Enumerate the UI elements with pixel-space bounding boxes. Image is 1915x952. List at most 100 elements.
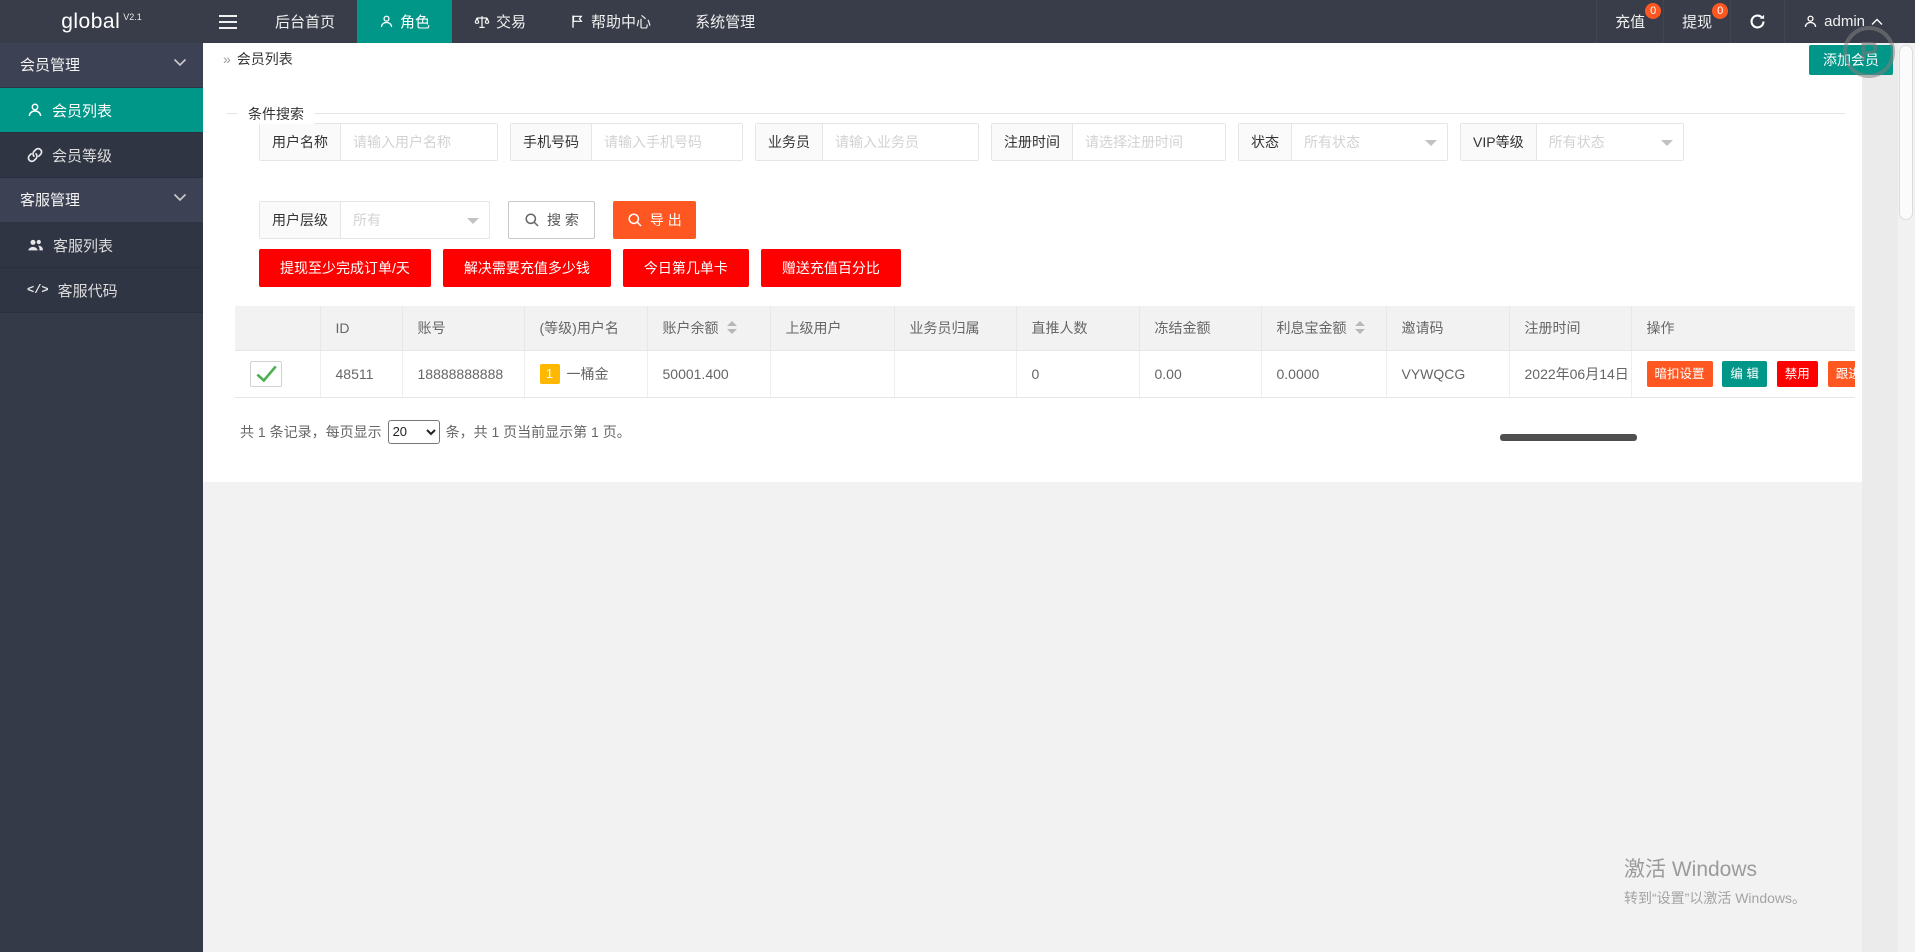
nav-right: 充值 0 提现 0 admin: [1596, 0, 1901, 43]
col-balance: 账户余额: [647, 306, 771, 351]
vertical-scrollbar[interactable]: [1898, 43, 1915, 952]
scales-icon: [474, 14, 490, 30]
search-legend: 条件搜索: [238, 104, 314, 124]
cell-invite-code: VYWQCG: [1386, 350, 1510, 398]
sort-icon[interactable]: [1354, 321, 1365, 335]
sidebar-item-member-list[interactable]: 会员列表: [0, 88, 203, 133]
sidebar: 会员管理 会员列表 会员等级 客服管理 客服列表 </> 客服代码: [0, 43, 203, 952]
register-time-input[interactable]: [1073, 124, 1225, 160]
cell-salesman: [894, 350, 1017, 398]
chevron-up-icon: [1871, 18, 1883, 26]
edit-button[interactable]: 编 辑: [1722, 360, 1767, 387]
person-icon: [379, 14, 394, 29]
search-button[interactable]: 搜 索: [508, 201, 595, 239]
regtime-field-group: 注册时间: [991, 123, 1226, 161]
phone-input[interactable]: [592, 124, 742, 160]
username: admin: [1824, 13, 1865, 30]
col-actions: 操作: [1631, 306, 1855, 351]
flag-icon: [570, 14, 585, 29]
col-level-username: (等级)用户名: [524, 306, 648, 351]
app-logo: global V2.1: [0, 0, 203, 43]
level-badge: 1: [539, 363, 560, 384]
pagination-prefix: 共 1 条记录，每页显示: [240, 423, 382, 440]
nav-item-system[interactable]: 系统管理: [695, 14, 756, 31]
search-row-1: 用户名称 手机号码 业务员 注册时间: [259, 123, 1845, 161]
export-button[interactable]: 导 出: [612, 201, 696, 239]
col-checkbox: [235, 306, 321, 351]
sidebar-group-service[interactable]: 客服管理: [0, 178, 203, 223]
col-account: 账号: [402, 306, 525, 351]
breadcrumb: » 会员列表: [203, 43, 1862, 76]
search-icon: [627, 212, 643, 228]
nav-item-role[interactable]: 角色: [357, 0, 453, 43]
member-list-card: 条件搜索 用户名称 手机号码 业务员 注册时间: [203, 104, 1862, 519]
add-member-button[interactable]: 添加会员: [1809, 45, 1893, 75]
withdraw-link[interactable]: 提现 0: [1663, 0, 1730, 43]
sidebar-group-members[interactable]: 会员管理: [0, 43, 203, 88]
pagination: 共 1 条记录，每页显示 20 条，共 1 页当前显示第 1 页。: [240, 419, 1862, 444]
sort-icon[interactable]: [726, 321, 737, 335]
nav-item-home[interactable]: 后台首页: [275, 14, 336, 31]
dropdown-arrow-icon: [1425, 140, 1437, 146]
cell-frozen: 0.00: [1139, 350, 1262, 398]
users-icon: [27, 237, 44, 253]
refresh-icon[interactable]: [1730, 0, 1784, 43]
person-icon: [27, 102, 43, 118]
search-row-2: 用户层级 所有 搜 索: [259, 201, 1845, 239]
vip-level-select[interactable]: 所有状态: [1537, 124, 1683, 160]
cell-balance: 50001.400: [647, 350, 771, 398]
pagination-suffix: 条，共 1 页当前显示第 1 页。: [445, 423, 631, 440]
today-order-card-button[interactable]: 今日第几单卡: [622, 249, 749, 287]
sidebar-item-service-list[interactable]: 客服列表: [0, 223, 203, 268]
col-frozen: 冻结金额: [1139, 306, 1262, 351]
col-salesman: 业务员归属: [894, 306, 1017, 351]
sidebar-item-member-level[interactable]: 会员等级: [0, 133, 203, 178]
cell-level-username: 1 一桶金: [524, 350, 648, 398]
status-select[interactable]: 所有状态: [1292, 124, 1447, 160]
dropdown-arrow-icon: [1660, 140, 1673, 146]
username-field-group: 用户名称: [259, 123, 498, 161]
check-icon: [256, 365, 277, 382]
gift-recharge-percent-button[interactable]: 赠送充值百分比: [760, 249, 901, 287]
horizontal-scrollbar-thumb[interactable]: [1500, 434, 1637, 441]
sidebar-item-service-code[interactable]: </> 客服代码: [0, 268, 203, 313]
person-icon: [1803, 14, 1818, 29]
cell-direct-count: 0: [1016, 350, 1140, 398]
members-table: ID 账号 (等级)用户名 账户余额 上级用户 业务员归属 直推人数 冻结金额 …: [235, 306, 1855, 398]
follow-record-button[interactable]: 跟进记录: [1827, 360, 1855, 387]
breadcrumb-separator: »: [223, 51, 231, 67]
hamburger-icon[interactable]: [203, 0, 253, 43]
chevron-down-icon: [173, 193, 187, 202]
user-menu[interactable]: admin: [1784, 0, 1901, 43]
vip-field-group: VIP等级 所有状态: [1460, 123, 1684, 161]
hidden-deduct-button[interactable]: 暗扣设置: [1646, 360, 1713, 387]
quick-actions-row: 提现至少完成订单/天 解决需要充值多少钱 今日第几单卡 赠送充值百分比: [259, 249, 1862, 287]
user-layer-select[interactable]: 所有: [341, 202, 489, 238]
row-checkbox[interactable]: [250, 360, 282, 387]
salesman-input[interactable]: [823, 124, 978, 160]
dropdown-arrow-icon: [467, 218, 479, 224]
nav-item-trade[interactable]: 交易: [452, 0, 548, 43]
nav-menu: 后台首页 角色 交易 帮助中心 系统管理: [203, 0, 777, 43]
chevron-down-icon: [173, 58, 187, 67]
col-id: ID: [320, 306, 403, 351]
phone-field-group: 手机号码: [510, 123, 743, 161]
search-icon: [524, 212, 540, 228]
col-register-date: 注册时间: [1509, 306, 1632, 351]
disable-button[interactable]: 禁用: [1776, 360, 1818, 387]
recharge-needed-button[interactable]: 解决需要充值多少钱: [442, 249, 611, 287]
cell-id: 48511: [320, 350, 403, 398]
top-navbar: global V2.1 后台首页 角色 交易 帮助中心 系统管理: [0, 0, 1915, 43]
min-orders-button[interactable]: 提现至少完成订单/天: [259, 249, 431, 287]
withdraw-badge: 0: [1712, 3, 1729, 19]
main-area: » 会员列表 条件搜索 用户名称 手机号码 业务员: [203, 43, 1915, 952]
vertical-scrollbar-thumb[interactable]: [1899, 45, 1913, 220]
page-size-select[interactable]: 20: [387, 419, 440, 444]
nav-item-help[interactable]: 帮助中心: [548, 0, 673, 43]
recharge-link[interactable]: 充值 0: [1596, 0, 1663, 43]
page-title: 会员列表: [236, 51, 293, 67]
cell-account: 18888888888: [402, 350, 525, 398]
username-input[interactable]: [341, 124, 497, 160]
col-direct-count: 直推人数: [1016, 306, 1140, 351]
logo-text: global: [61, 9, 121, 33]
